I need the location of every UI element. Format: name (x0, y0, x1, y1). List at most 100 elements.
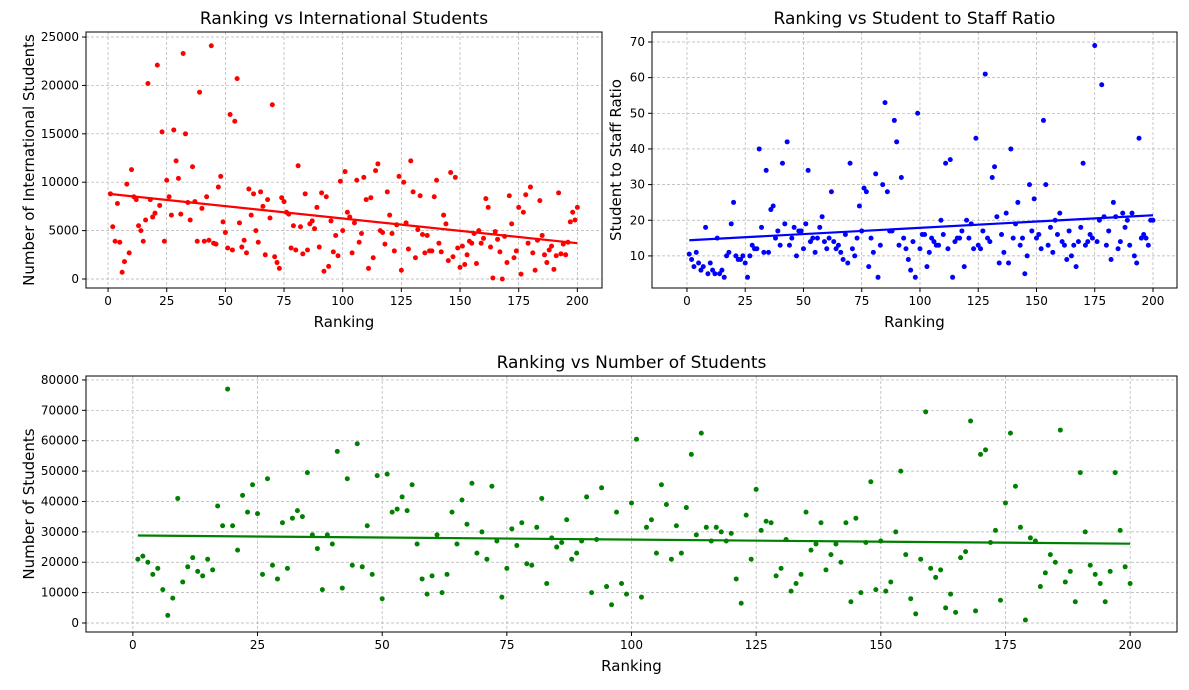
point (205, 556, 211, 562)
point (1080, 160, 1086, 166)
point (253, 228, 259, 234)
point (987, 239, 993, 245)
x-tick-label: 0 (683, 294, 691, 308)
point (494, 538, 500, 544)
point (419, 576, 425, 582)
point (473, 261, 479, 267)
point (157, 202, 163, 208)
point (1006, 260, 1012, 266)
point (922, 232, 928, 238)
point (903, 246, 909, 252)
x-tick-label: 75 (499, 638, 514, 652)
point (693, 532, 699, 538)
point (438, 249, 444, 255)
point (717, 271, 723, 277)
point (304, 470, 310, 476)
point (213, 241, 219, 247)
point (1112, 470, 1118, 476)
y-tick-label: 15000 (41, 127, 79, 141)
point (309, 218, 315, 224)
point (354, 441, 360, 447)
point (983, 447, 989, 453)
point (1134, 260, 1140, 266)
point (323, 194, 329, 200)
point (875, 274, 881, 280)
point (1124, 217, 1130, 223)
plot-area (86, 32, 602, 288)
point (361, 174, 367, 180)
point (852, 253, 858, 259)
point (810, 235, 816, 241)
point (1122, 564, 1128, 570)
point (658, 482, 664, 488)
point (443, 221, 449, 227)
point (1012, 483, 1018, 489)
point (549, 243, 555, 249)
point (643, 524, 649, 530)
point (260, 571, 266, 577)
point (648, 517, 654, 523)
point (1064, 256, 1070, 262)
point (789, 235, 795, 241)
point (743, 512, 749, 518)
point (356, 239, 362, 245)
point (724, 253, 730, 259)
point (210, 567, 216, 573)
point (537, 198, 543, 204)
point (929, 235, 935, 241)
y-tick-label: 20000 (41, 78, 79, 92)
point (1092, 43, 1098, 49)
point (165, 612, 171, 618)
point (485, 204, 491, 210)
point (1110, 199, 1116, 205)
point (424, 232, 430, 238)
point (478, 240, 484, 246)
x-tick-label: 25 (159, 294, 174, 308)
point (847, 160, 853, 166)
point (422, 250, 428, 256)
point (773, 235, 779, 241)
point (220, 523, 226, 529)
point (170, 595, 176, 601)
point (824, 246, 830, 252)
point (222, 230, 228, 236)
point (893, 529, 899, 535)
point (351, 220, 357, 226)
point (294, 508, 300, 514)
point (230, 523, 236, 529)
point (272, 254, 278, 260)
point (370, 255, 376, 261)
x-axis-label: Ranking (314, 313, 375, 331)
point (173, 158, 179, 164)
point (786, 242, 792, 248)
point (200, 573, 206, 579)
point (469, 240, 475, 246)
point (953, 609, 959, 615)
point (1003, 210, 1009, 216)
chart-title: Ranking vs International Students (200, 9, 488, 29)
point (520, 209, 526, 215)
point (289, 515, 295, 521)
x-tick-label: 175 (1083, 294, 1106, 308)
point (1075, 239, 1081, 245)
point (938, 217, 944, 223)
point (250, 482, 256, 488)
point (779, 160, 785, 166)
point (1136, 135, 1142, 141)
point (288, 245, 294, 251)
point (712, 271, 718, 277)
point (281, 199, 287, 205)
point (891, 117, 897, 123)
point (777, 242, 783, 248)
point (527, 184, 533, 190)
point (740, 253, 746, 259)
point (225, 245, 231, 251)
point (673, 523, 679, 529)
point (997, 597, 1003, 603)
point (161, 238, 167, 244)
point (1103, 242, 1109, 248)
point (748, 556, 754, 562)
point (260, 203, 266, 209)
x-axis-label: Ranking (884, 313, 945, 331)
